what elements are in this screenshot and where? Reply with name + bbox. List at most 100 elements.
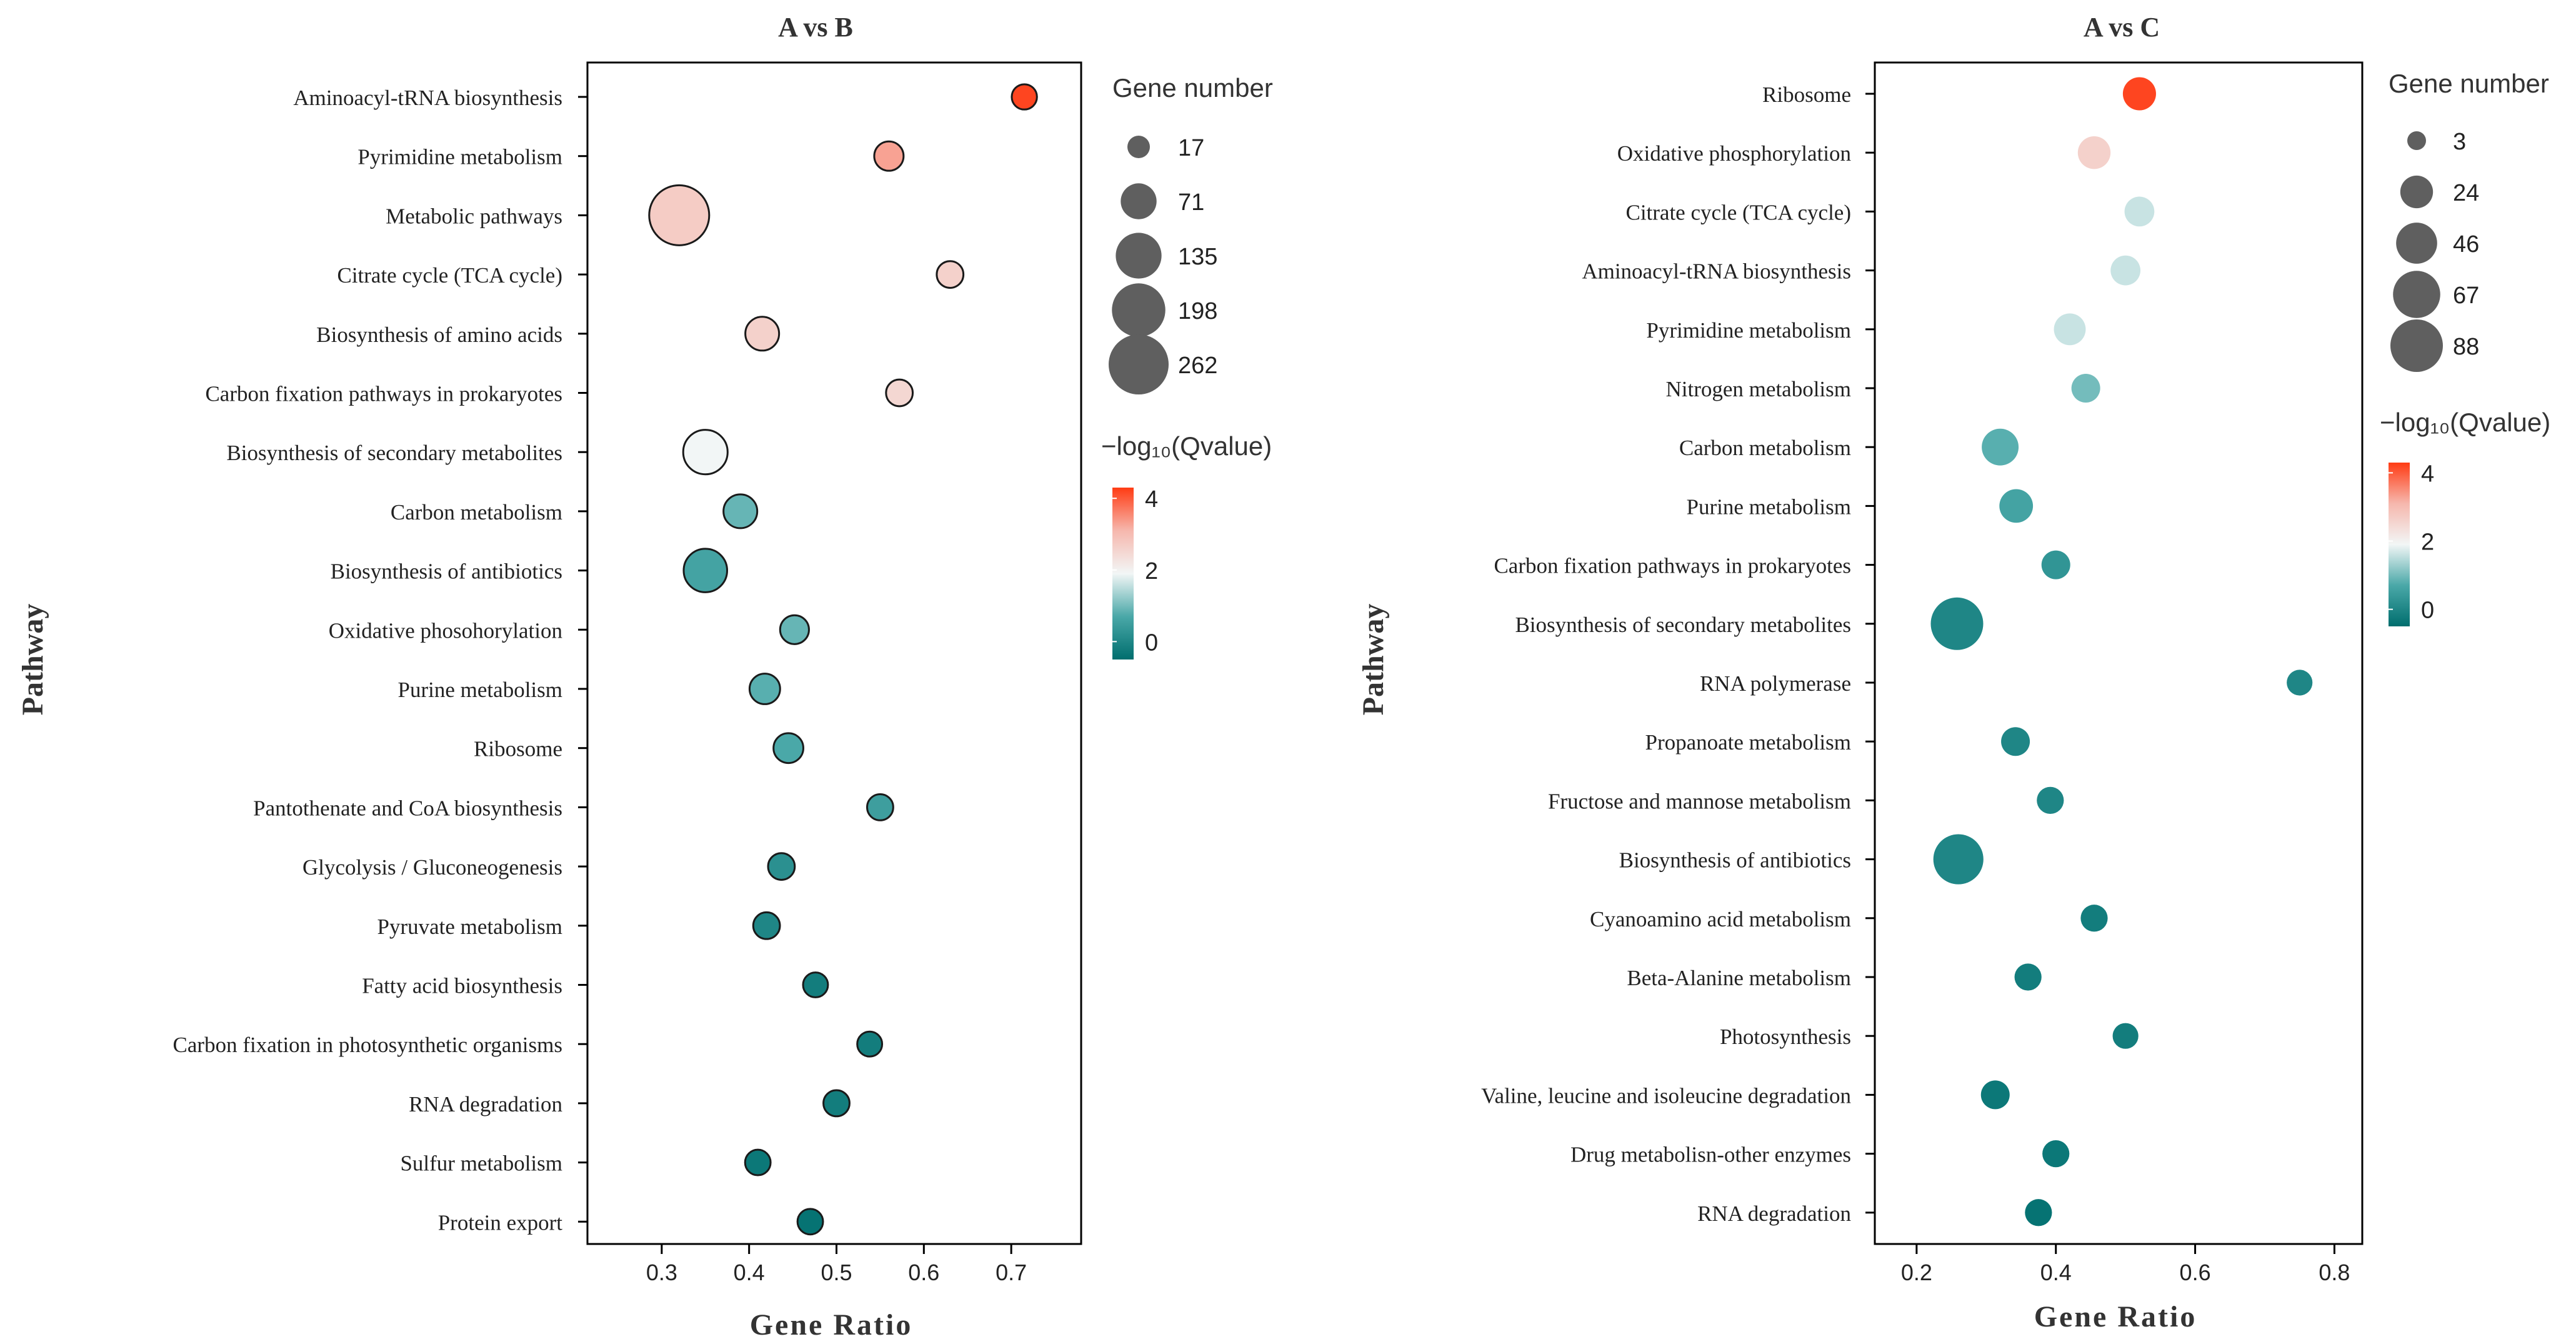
y-tick-label: Carbon fixation in photosynthetic organi… xyxy=(173,1033,562,1057)
data-point xyxy=(1980,1080,2010,1110)
data-point xyxy=(722,493,759,529)
y-tick-label: Ribosome xyxy=(474,737,562,761)
y-tick-label: Fructose and mannose metabolism xyxy=(1548,789,1851,813)
y-tick-label: Biosynthesis of antibiotics xyxy=(1619,848,1851,873)
data-point xyxy=(936,260,965,289)
data-point xyxy=(2025,1199,2052,1226)
y-tick-label: Purine metabolism xyxy=(398,678,562,702)
data-point xyxy=(2122,77,2156,111)
size-legend: 3 24 46 67 88 xyxy=(2390,129,2479,372)
data-point xyxy=(779,614,810,645)
y-tick-label: Protein export xyxy=(438,1210,563,1235)
x-tick-label: 0.3 xyxy=(646,1260,677,1285)
data-point xyxy=(682,429,729,476)
y-axis-label: Pathway xyxy=(1357,604,1390,716)
data-point xyxy=(1011,83,1038,111)
color-legend-tick-label: 0 xyxy=(2421,598,2434,624)
chart-title: A vs C xyxy=(2084,12,2160,43)
y-tick-label: Sulfur metabolism xyxy=(400,1151,562,1176)
data-point xyxy=(796,1208,824,1236)
y-tick-label: RNA degradation xyxy=(1697,1201,1851,1226)
plot-frame xyxy=(1874,61,2364,1245)
size-legend-label: 67 xyxy=(2453,283,2479,309)
data-point xyxy=(2001,727,2030,756)
y-ticks xyxy=(1865,93,1875,1214)
y-tick-label: RNA degradation xyxy=(409,1092,562,1116)
x-tick-label: 0.6 xyxy=(908,1260,939,1285)
data-point xyxy=(752,911,781,940)
y-tick-label: RNA polymerase xyxy=(1700,671,1851,696)
y-tick-label: Carbon metabolism xyxy=(1679,436,1851,460)
size-legend-marker xyxy=(1116,233,1162,279)
y-tick-label: Pyrimidine metabolism xyxy=(357,145,562,169)
x-axis-label: Gene Ratio xyxy=(750,1308,913,1341)
y-tick-label: Carbon metabolism xyxy=(391,500,562,524)
data-point xyxy=(873,140,905,172)
color-legend-tick-label: 4 xyxy=(1145,486,1158,513)
x-tick-label: 0.2 xyxy=(1901,1260,1932,1285)
color-bar xyxy=(1112,488,1134,659)
size-legend-label: 88 xyxy=(2453,334,2479,360)
data-point xyxy=(648,184,711,246)
x-ticks: 0.2 0.4 0.6 0.8 xyxy=(1901,1244,2350,1285)
data-point xyxy=(748,673,781,705)
size-legend-title: Gene number xyxy=(2389,69,2549,98)
x-tick-label: 0.4 xyxy=(734,1260,765,1285)
x-tick-label: 0.4 xyxy=(2040,1260,2072,1285)
y-tick-label: Biosynthesis of antibiotics xyxy=(331,559,562,584)
data-point xyxy=(2042,1140,2070,1168)
y-ticks xyxy=(578,96,587,1223)
size-legend-label: 198 xyxy=(1178,298,1217,324)
y-tick-label: Metabolic pathways xyxy=(386,204,562,228)
size-legend-marker xyxy=(1109,334,1169,394)
y-tick-labels: Ribosome Oxidative phosphorylation Citrate… xyxy=(1481,83,1851,1226)
y-tick-label: Pyrimidine metabolism xyxy=(1646,318,1851,343)
data-point xyxy=(2110,255,2141,286)
data-point xyxy=(1933,834,1984,885)
data-point xyxy=(2014,963,2042,991)
color-legend-title: −log₁₀(Qvalue) xyxy=(2380,408,2550,437)
size-legend-marker xyxy=(2400,175,2434,209)
x-tick-label: 0.6 xyxy=(2180,1260,2211,1285)
data-point xyxy=(1999,489,2034,523)
y-tick-label: Carbon fixation pathways in prokaryotes xyxy=(1494,554,1851,578)
chart-a-vs-b: A vs B Pathway Gene Ratio Aminoacyl-tRNA… xyxy=(16,12,1273,1341)
y-tick-label: Citrate cycle (TCA cycle) xyxy=(337,263,562,288)
size-legend-marker xyxy=(2393,271,2440,318)
data-point xyxy=(2287,669,2313,696)
data-point xyxy=(744,316,781,352)
size-legend-label: 71 xyxy=(1178,189,1204,216)
color-bar xyxy=(2389,463,2410,626)
data-points xyxy=(1930,77,2313,1226)
y-tick-label: Biosynthesis of secondary metabolites xyxy=(226,441,562,465)
y-tick-label: Glycolysis / Gluconeogenesis xyxy=(302,855,562,880)
size-legend-label: 3 xyxy=(2453,129,2466,155)
y-tick-label: Aminoacyl-tRNA biosynthesis xyxy=(1582,259,1851,284)
size-legend-marker xyxy=(2407,131,2426,150)
data-point xyxy=(744,1148,772,1176)
x-tick-label: 0.5 xyxy=(821,1260,852,1285)
chart-title: A vs B xyxy=(778,12,853,43)
size-legend: 17 71 135 198 262 xyxy=(1109,135,1217,394)
y-tick-label: Carbon fixation pathways in prokaryotes xyxy=(205,382,562,406)
data-point xyxy=(2071,373,2100,403)
plot-frame xyxy=(586,61,1082,1245)
data-point xyxy=(682,548,729,593)
y-tick-label: Oxidative phosohorylation xyxy=(329,618,562,643)
y-tick-label: Biosynthesis of amino acids xyxy=(316,323,562,347)
y-tick-label: Purine metabolism xyxy=(1687,494,1851,519)
size-legend-label: 262 xyxy=(1178,353,1217,379)
data-point xyxy=(866,793,894,821)
y-tick-label: Pantothenate and CoA biosynthesis xyxy=(253,796,562,820)
data-point xyxy=(856,1030,884,1058)
data-point xyxy=(1982,428,2019,466)
color-legend-tick-label: 0 xyxy=(1145,629,1158,656)
x-axis-label: Gene Ratio xyxy=(2034,1300,2197,1333)
data-point xyxy=(2037,786,2064,815)
data-point xyxy=(885,378,914,408)
color-legend-tick-label: 2 xyxy=(1145,558,1158,584)
size-legend-label: 24 xyxy=(2453,180,2479,206)
data-point xyxy=(2112,1023,2139,1049)
size-legend-marker xyxy=(1112,283,1166,337)
